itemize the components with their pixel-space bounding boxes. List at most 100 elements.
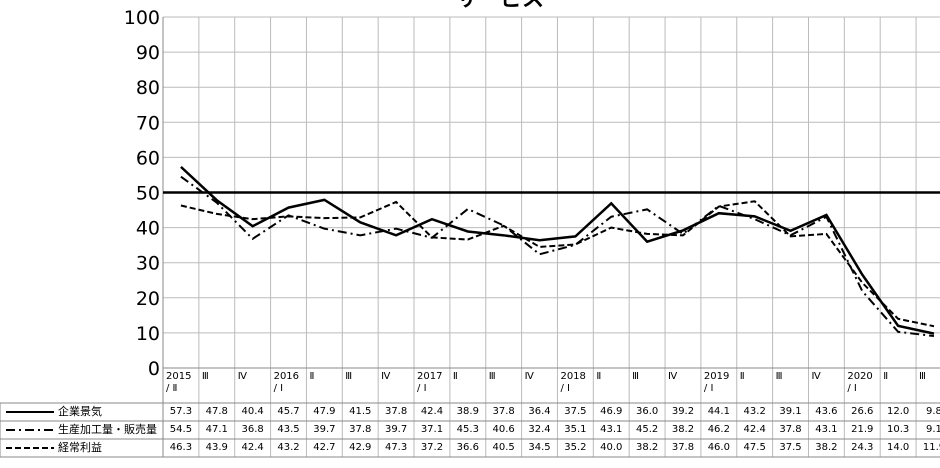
table-value: 43.9 xyxy=(205,442,228,453)
table-value: 37.5 xyxy=(779,442,802,453)
x-tick-label: 2017 / Ⅰ xyxy=(417,371,443,394)
table-value: 26.6 xyxy=(851,406,874,417)
table-value: 43.2 xyxy=(743,406,766,417)
x-tick-label: Ⅲ xyxy=(201,371,209,382)
table-value: 54.5 xyxy=(169,424,193,435)
table-value: 39.7 xyxy=(384,424,408,435)
table-value: 39.2 xyxy=(671,406,695,417)
x-tick-label: Ⅲ xyxy=(488,371,496,382)
y-tick-label: 60 xyxy=(136,147,160,169)
table-value: 47.1 xyxy=(205,424,228,435)
x-tick-label: Ⅳ xyxy=(811,371,821,382)
table-value: 21.9 xyxy=(851,424,874,435)
x-tick-label: Ⅱ xyxy=(739,371,745,382)
table-value: 36.4 xyxy=(528,406,551,417)
table-value: 38.9 xyxy=(456,406,479,417)
table-value: 40.5 xyxy=(492,442,515,453)
table-value: 32.4 xyxy=(528,424,551,435)
table-value: 43.2 xyxy=(277,442,300,453)
table-value: 36.0 xyxy=(635,406,659,417)
table-value: 24.3 xyxy=(851,442,874,453)
table-value: 39.7 xyxy=(313,424,336,435)
series-line xyxy=(180,165,935,335)
y-tick-label: 40 xyxy=(136,218,160,240)
table-value: 37.8 xyxy=(384,406,408,417)
table-value: 45.7 xyxy=(277,406,300,417)
x-tick-label: Ⅳ xyxy=(381,371,391,382)
legend-label: 企業景気 xyxy=(58,405,102,418)
table-value: 40.0 xyxy=(600,442,623,453)
table-value: 42.7 xyxy=(313,442,336,453)
table-value: 40.4 xyxy=(241,406,264,417)
chart-title: サービス xyxy=(456,0,544,12)
table-value: 11.9 xyxy=(922,442,940,453)
table-value: 37.5 xyxy=(564,406,587,417)
legend-label: 生産加工量・販売量 xyxy=(58,423,157,436)
table-value: 14.0 xyxy=(886,442,910,453)
x-tick-label: Ⅱ xyxy=(883,371,889,382)
table-value: 37.8 xyxy=(779,424,802,435)
y-tick-label: 90 xyxy=(136,42,160,64)
x-tick-label: Ⅳ xyxy=(668,371,678,382)
table-value: 37.2 xyxy=(420,442,444,453)
x-tick-label: 2019 / Ⅰ xyxy=(703,371,730,394)
table-value: 9.1 xyxy=(926,424,940,435)
y-tick-label: 50 xyxy=(136,183,160,205)
x-tick-label: Ⅲ xyxy=(775,371,783,382)
table-value: 43.1 xyxy=(815,424,838,435)
table-value: 37.8 xyxy=(349,424,372,435)
x-tick-label: 2016 / Ⅰ xyxy=(273,371,300,394)
legend-label: 経常利益 xyxy=(58,441,102,454)
x-tick-label: Ⅲ xyxy=(632,371,640,382)
x-tick-label: Ⅲ xyxy=(919,371,926,382)
table-value: 47.3 xyxy=(384,442,408,453)
x-tick-label: Ⅱ xyxy=(309,371,315,382)
series-line xyxy=(180,175,935,338)
table-value: 36.6 xyxy=(456,442,479,453)
table-value: 46.3 xyxy=(169,442,193,453)
table-value: 37.8 xyxy=(492,406,515,417)
table-value: 46.9 xyxy=(600,406,623,417)
table-value: 35.2 xyxy=(564,442,587,453)
table-value: 42.4 xyxy=(241,442,264,453)
table-value: 40.6 xyxy=(492,424,515,435)
x-tick-label: Ⅳ xyxy=(524,371,534,382)
y-tick-label: 100 xyxy=(124,7,160,29)
table-value: 47.5 xyxy=(743,442,766,453)
table-value: 12.0 xyxy=(886,406,910,417)
table-value: 39.1 xyxy=(779,406,802,417)
x-tick-label: 2020 / Ⅰ xyxy=(847,371,873,394)
table-value: 43.1 xyxy=(600,424,623,435)
table-value: 34.5 xyxy=(528,442,551,453)
series-line xyxy=(180,200,935,328)
x-tick-label: Ⅳ xyxy=(237,371,247,382)
y-tick-label: 80 xyxy=(136,77,160,99)
table-value: 36.8 xyxy=(241,424,264,435)
table-value: 42.4 xyxy=(420,406,444,417)
table-value: 37.8 xyxy=(671,442,695,453)
table-value: 37.1 xyxy=(420,424,444,435)
x-tick-label: Ⅱ xyxy=(596,371,602,382)
table-value: 42.9 xyxy=(349,442,372,453)
y-tick-label: 70 xyxy=(136,112,160,134)
x-tick-label: 2015 / Ⅱ xyxy=(166,371,192,394)
table-value: 38.2 xyxy=(815,442,838,453)
table-value: 57.3 xyxy=(169,406,193,417)
table-value: 38.2 xyxy=(671,424,695,435)
y-tick-label: 20 xyxy=(136,288,160,310)
table-value: 47.9 xyxy=(313,406,336,417)
table-value: 46.0 xyxy=(707,442,730,453)
table-value: 47.8 xyxy=(205,406,228,417)
table-value: 41.5 xyxy=(349,406,372,417)
table-value: 35.1 xyxy=(564,424,587,435)
x-tick-label: Ⅱ xyxy=(452,371,458,382)
x-tick-label: 2018 / Ⅰ xyxy=(560,371,586,394)
table-value: 42.4 xyxy=(743,424,766,435)
table-value: 44.1 xyxy=(707,406,730,417)
table-value: 43.6 xyxy=(815,406,838,417)
table-value: 46.2 xyxy=(707,424,730,435)
table-value: 9.8 xyxy=(926,406,940,417)
y-tick-label: 0 xyxy=(148,358,160,380)
